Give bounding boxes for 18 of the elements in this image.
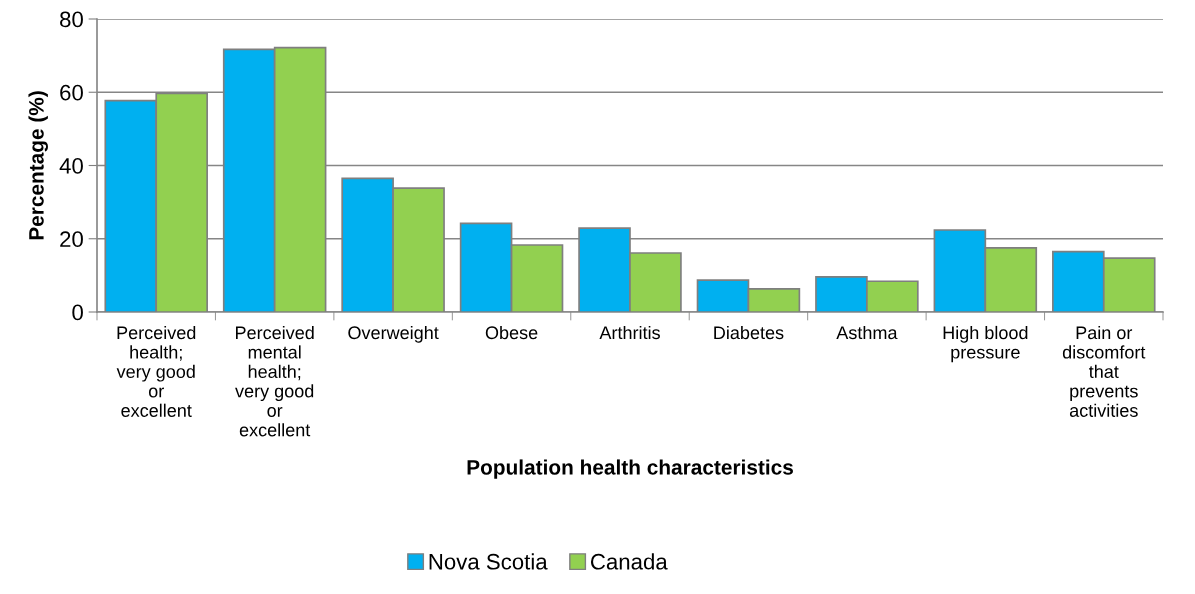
y-tick-label: 0 bbox=[72, 304, 83, 321]
y-axis-title: Percentage (%) bbox=[28, 91, 48, 240]
x-tick-label: Obese bbox=[485, 325, 538, 340]
x-tick-label: Perceived mental health; very good or excellent bbox=[235, 325, 314, 437]
legend-label: Nova Scotia bbox=[429, 553, 548, 570]
x-tick-label: Pain or discomfort that prevents activities bbox=[1062, 325, 1146, 417]
y-tick-label: 80 bbox=[60, 11, 83, 28]
y-tick-label: 40 bbox=[59, 158, 83, 174]
x-tick-label: High blood pressure bbox=[943, 325, 1028, 363]
x-tick-label: Perceived health; very good or excellent bbox=[116, 325, 196, 417]
x-axis-title: Population health characteristics bbox=[467, 459, 793, 479]
legend-label: Canada bbox=[590, 553, 668, 570]
x-tick-label: Arthritis bbox=[599, 325, 660, 340]
x-tick-label: Asthma bbox=[836, 325, 898, 340]
y-tick-label: 60 bbox=[60, 84, 83, 101]
x-tick-label: Overweight bbox=[348, 325, 439, 343]
y-tick-label: 20 bbox=[60, 231, 83, 248]
x-tick-label: Diabetes bbox=[714, 325, 784, 340]
